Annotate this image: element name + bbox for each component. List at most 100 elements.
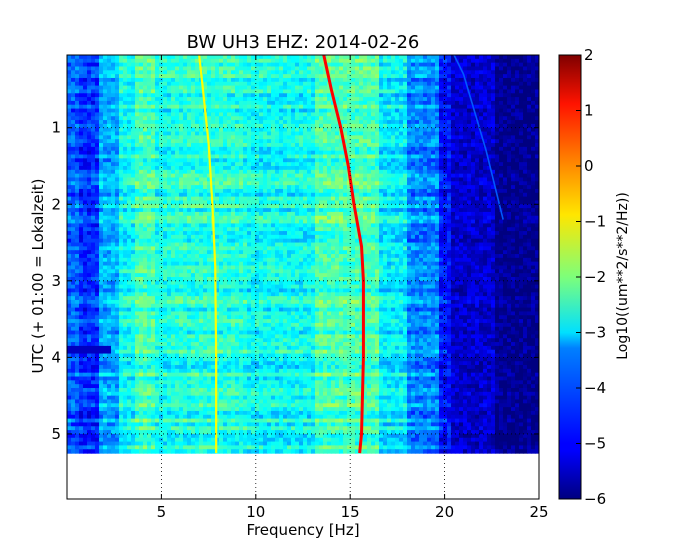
heatmap-cell bbox=[203, 177, 208, 182]
heatmap-cell bbox=[223, 85, 228, 91]
heatmap-cell bbox=[95, 169, 100, 175]
heatmap-cell bbox=[191, 89, 196, 94]
heatmap-cell bbox=[387, 185, 392, 190]
heatmap-cell bbox=[511, 135, 516, 140]
heatmap-cell bbox=[463, 112, 468, 117]
heatmap-cell bbox=[235, 97, 240, 102]
heatmap-cell bbox=[251, 66, 256, 71]
heatmap-cell bbox=[255, 81, 260, 87]
heatmap-cell bbox=[319, 154, 324, 159]
heatmap-cell bbox=[191, 204, 196, 209]
heatmap-cell bbox=[247, 211, 252, 217]
heatmap-cell bbox=[167, 93, 172, 98]
heatmap-cell bbox=[407, 77, 412, 83]
heatmap-cell bbox=[131, 181, 136, 186]
heatmap-cell bbox=[403, 188, 408, 194]
heatmap-cell bbox=[147, 104, 152, 110]
heatmap-cell bbox=[127, 215, 132, 221]
heatmap-cell bbox=[299, 85, 304, 91]
heatmap-cell bbox=[191, 177, 196, 182]
heatmap-cell bbox=[207, 116, 212, 121]
heatmap-cell bbox=[171, 177, 176, 182]
heatmap-cell bbox=[199, 89, 204, 94]
heatmap-cell bbox=[403, 55, 408, 60]
heatmap-cell bbox=[415, 188, 420, 194]
heatmap-cell bbox=[251, 62, 256, 68]
heatmap-cell bbox=[439, 192, 444, 198]
heatmap-cell bbox=[311, 97, 316, 102]
heatmap-cell bbox=[331, 116, 336, 121]
heatmap-cell bbox=[131, 100, 136, 106]
heatmap-cell bbox=[291, 55, 296, 60]
heatmap-cell bbox=[219, 146, 224, 152]
heatmap-cell bbox=[103, 74, 108, 79]
heatmap-cell bbox=[99, 66, 104, 71]
heatmap-cell bbox=[351, 185, 356, 190]
heatmap-cell bbox=[495, 62, 500, 68]
heatmap-cell bbox=[283, 166, 288, 171]
heatmap-cell bbox=[95, 97, 100, 102]
heatmap-cell bbox=[259, 58, 264, 64]
heatmap-cell bbox=[279, 208, 284, 213]
heatmap-cell bbox=[207, 93, 212, 98]
heatmap-cell bbox=[239, 169, 244, 175]
heatmap-cell bbox=[267, 58, 272, 64]
heatmap-cell bbox=[75, 97, 80, 102]
heatmap-cell bbox=[111, 74, 116, 79]
heatmap-cell bbox=[247, 85, 252, 91]
heatmap-cell bbox=[235, 104, 240, 110]
heatmap-cell bbox=[95, 158, 100, 163]
heatmap-cell bbox=[423, 211, 428, 217]
heatmap-cell bbox=[287, 127, 292, 133]
heatmap-cell bbox=[403, 127, 408, 133]
heatmap-cell bbox=[483, 66, 488, 71]
heatmap-cell bbox=[467, 123, 472, 129]
heatmap-cell bbox=[127, 143, 132, 148]
heatmap-cell bbox=[483, 55, 488, 60]
heatmap-cell bbox=[139, 177, 144, 182]
heatmap-cell bbox=[131, 77, 136, 83]
heatmap-cell bbox=[503, 196, 508, 202]
heatmap-cell bbox=[219, 93, 224, 98]
heatmap-cell bbox=[195, 162, 200, 167]
heatmap-cell bbox=[471, 85, 476, 91]
heatmap-cell bbox=[179, 93, 184, 98]
heatmap-cell bbox=[291, 200, 296, 205]
heatmap-cell bbox=[499, 154, 504, 159]
heatmap-cell bbox=[231, 204, 236, 209]
heatmap-cell bbox=[423, 166, 428, 171]
heatmap-cell bbox=[163, 146, 168, 152]
heatmap-cell bbox=[87, 192, 92, 198]
heatmap-cell bbox=[231, 139, 236, 144]
heatmap-cell bbox=[119, 158, 124, 163]
heatmap-cell bbox=[475, 173, 480, 179]
heatmap-cell bbox=[323, 77, 328, 83]
heatmap-cell bbox=[215, 100, 220, 106]
heatmap-cell bbox=[123, 185, 128, 190]
heatmap-cell bbox=[163, 204, 168, 209]
heatmap-cell bbox=[115, 188, 120, 194]
heatmap-cell bbox=[431, 166, 436, 171]
heatmap-cell bbox=[383, 139, 388, 144]
heatmap-cell bbox=[415, 81, 420, 87]
heatmap-cell bbox=[407, 100, 412, 106]
heatmap-cell bbox=[479, 97, 484, 102]
heatmap-cell bbox=[319, 93, 324, 98]
heatmap-cell bbox=[111, 85, 116, 91]
heatmap-cell bbox=[367, 204, 372, 209]
heatmap-cell bbox=[319, 97, 324, 102]
heatmap-cell bbox=[263, 135, 268, 140]
heatmap-cell bbox=[91, 139, 96, 144]
heatmap-cell bbox=[419, 66, 424, 71]
heatmap-cell bbox=[339, 97, 344, 102]
heatmap-cell bbox=[523, 154, 528, 159]
heatmap-cell bbox=[483, 97, 488, 102]
heatmap-cell bbox=[523, 208, 528, 213]
heatmap-cell bbox=[299, 185, 304, 190]
heatmap-cell bbox=[515, 112, 520, 117]
heatmap-cell bbox=[207, 215, 212, 221]
heatmap-cell bbox=[383, 181, 388, 186]
heatmap-cell bbox=[247, 173, 252, 179]
heatmap-cell bbox=[307, 154, 312, 159]
heatmap-cell bbox=[371, 62, 376, 68]
